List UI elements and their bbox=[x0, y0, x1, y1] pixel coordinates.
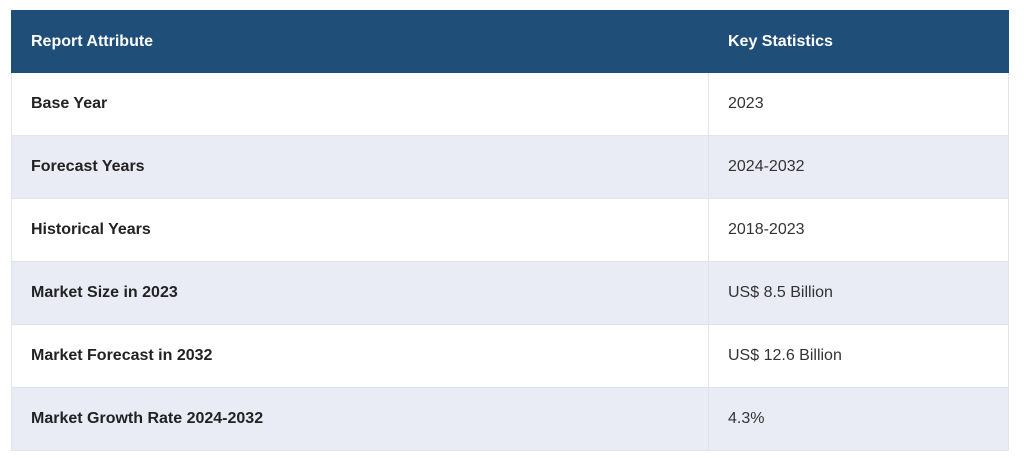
table-body: Base Year 2023 Forecast Years 2024-2032 … bbox=[11, 72, 1009, 451]
table-row: Forecast Years 2024-2032 bbox=[11, 135, 1009, 199]
table-row: Market Growth Rate 2024-2032 4.3% bbox=[11, 387, 1009, 451]
row-value-cell: 4.3% bbox=[708, 387, 1009, 451]
row-attribute-cell: Base Year bbox=[11, 72, 709, 136]
row-value-cell: 2018-2023 bbox=[708, 198, 1009, 262]
row-value-cell: 2024-2032 bbox=[708, 135, 1009, 199]
row-attribute-cell: Forecast Years bbox=[11, 135, 709, 199]
row-value-cell: 2023 bbox=[708, 72, 1009, 136]
row-attribute-cell: Market Size in 2023 bbox=[11, 261, 709, 325]
row-attribute-cell: Historical Years bbox=[11, 198, 709, 262]
header-report-attribute: Report Attribute bbox=[11, 10, 709, 73]
table-row: Base Year 2023 bbox=[11, 72, 1009, 136]
table-row: Market Size in 2023 US$ 8.5 Billion bbox=[11, 261, 1009, 325]
header-key-statistics: Key Statistics bbox=[708, 10, 1009, 73]
row-attribute-cell: Market Growth Rate 2024-2032 bbox=[11, 387, 709, 451]
row-value-cell: US$ 8.5 Billion bbox=[708, 261, 1009, 325]
report-table-container: Report Attribute Key Statistics Base Yea… bbox=[11, 10, 1009, 451]
table-row: Market Forecast in 2032 US$ 12.6 Billion bbox=[11, 324, 1009, 388]
header-row: Report Attribute Key Statistics bbox=[11, 10, 1009, 73]
row-value-cell: US$ 12.6 Billion bbox=[708, 324, 1009, 388]
table-row: Historical Years 2018-2023 bbox=[11, 198, 1009, 262]
row-attribute-cell: Market Forecast in 2032 bbox=[11, 324, 709, 388]
table-header: Report Attribute Key Statistics bbox=[11, 10, 1009, 73]
report-attributes-table: Report Attribute Key Statistics Base Yea… bbox=[11, 10, 1009, 451]
